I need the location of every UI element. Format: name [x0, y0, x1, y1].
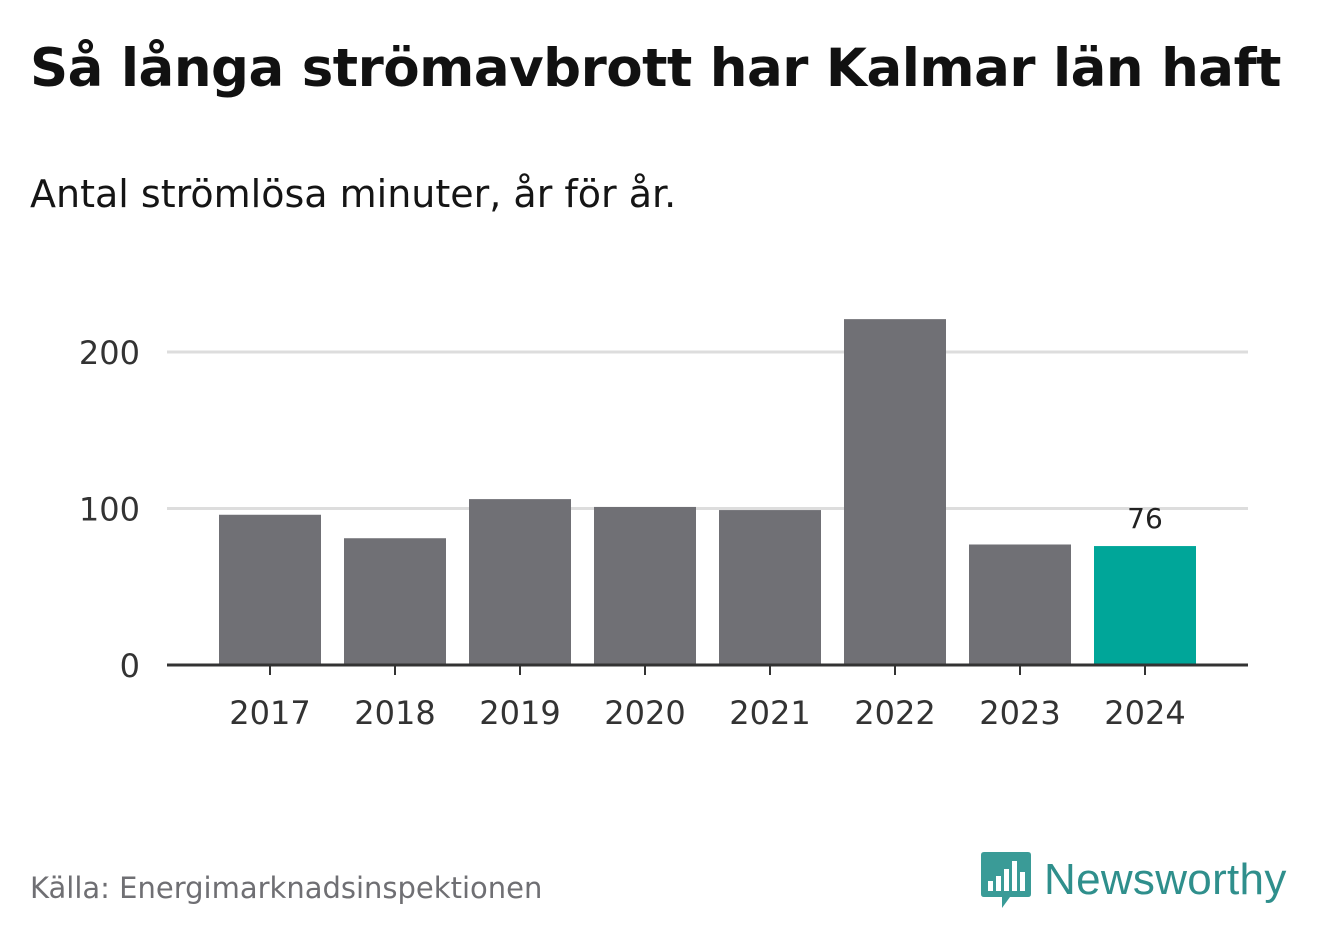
- chart-title: Så långa strömavbrott har Kalmar län haf…: [30, 38, 1281, 99]
- bar-2024: [1094, 546, 1196, 665]
- bar-2022: [844, 319, 946, 665]
- bar-2018: [344, 538, 446, 665]
- data-label: 76: [1127, 502, 1163, 535]
- newsworthy-logo-icon: [981, 852, 1031, 908]
- x-tick-label: 2019: [479, 694, 560, 732]
- x-tick-label: 2021: [729, 694, 810, 732]
- x-tick-label: 2020: [604, 694, 685, 732]
- x-tick-label: 2018: [354, 694, 435, 732]
- bar-2023: [969, 544, 1071, 665]
- y-tick-label: 200: [79, 334, 140, 372]
- gridlines: [167, 350, 1248, 510]
- bar-2020: [594, 506, 696, 665]
- brand-logo: Newsworthy: [980, 850, 1287, 910]
- chart-subtitle: Antal strömlösa minuter, år för år.: [30, 172, 677, 216]
- labels: 0 100 200 2017 2018 2019 2020 2021 2022 2023 2024 7…: [79, 334, 1186, 732]
- source-note: Källa: Energimarknadsinspektionen: [30, 871, 543, 905]
- bar-2019: [469, 499, 571, 665]
- y-tick-label: 0: [120, 647, 140, 685]
- bars: [219, 319, 1196, 665]
- y-tick-label: 100: [79, 491, 140, 529]
- x-tick-label: 2022: [854, 694, 935, 732]
- bar-2017: [219, 514, 321, 665]
- brand-name: Newsworthy: [1044, 855, 1287, 904]
- x-tick-label: 2024: [1104, 694, 1185, 732]
- axes: [167, 663, 1248, 675]
- bar-2021: [719, 510, 821, 665]
- x-tick-label: 2023: [979, 694, 1060, 732]
- x-tick-label: 2017: [229, 694, 310, 732]
